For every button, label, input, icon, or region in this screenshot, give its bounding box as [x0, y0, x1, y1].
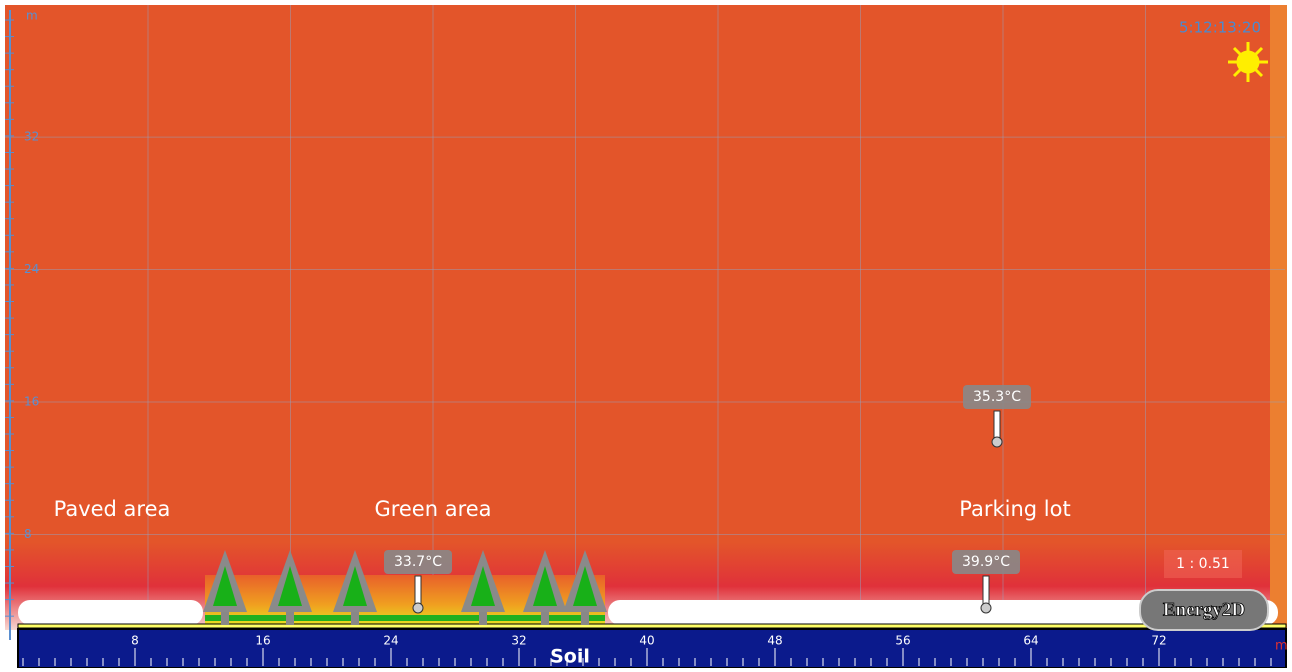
region-label: Paved area — [54, 497, 171, 521]
logo: Energy2D — [1163, 599, 1245, 620]
parking-surface — [608, 600, 1278, 625]
y-tick-label: 32 — [24, 130, 39, 144]
tree-trunk — [541, 608, 549, 625]
sun-icon — [1228, 42, 1268, 82]
thermometer — [414, 575, 422, 605]
tree-crown — [343, 566, 367, 606]
y-unit: m — [26, 9, 38, 23]
y-tick-label: 16 — [24, 395, 39, 409]
region-label: Parking lot — [959, 497, 1070, 521]
x-tick-label: 72 — [1151, 634, 1166, 648]
x-tick-label: 64 — [1023, 634, 1038, 648]
thermometer-bulb — [980, 602, 992, 614]
soil-label: Soil — [550, 646, 590, 668]
tree-crown — [573, 566, 597, 606]
x-tick-label: 56 — [895, 634, 910, 648]
thermometer — [993, 410, 1001, 439]
grid — [5, 5, 1285, 625]
tree-crown — [533, 566, 557, 606]
edge — [1270, 5, 1287, 630]
thermometer-bulb — [991, 436, 1003, 448]
tree-trunk — [351, 608, 359, 625]
tree-trunk — [221, 608, 229, 625]
logo-badge — [1139, 589, 1269, 631]
scale-box — [1164, 550, 1242, 578]
grass — [205, 615, 605, 621]
tree-trunk — [286, 608, 294, 625]
thermometer — [982, 575, 990, 605]
tree-trunk — [479, 608, 487, 625]
x-tick-label: 16 — [255, 634, 270, 648]
sensor-reading: 33.7°C — [394, 554, 442, 570]
trees — [203, 550, 607, 625]
tree-crown — [213, 566, 237, 606]
tree-trunk — [581, 608, 589, 625]
region-label: Green area — [374, 497, 491, 521]
tree-crown — [471, 566, 495, 606]
sensor-reading: 35.3°C — [973, 389, 1021, 405]
tree-crown — [278, 566, 302, 606]
y-axis: 32 24 16 8 — [5, 10, 39, 640]
sensor-reading: 39.9°C — [962, 554, 1010, 570]
paved-surface — [18, 600, 203, 625]
x-unit: m — [1275, 639, 1288, 654]
ground-line — [17, 623, 1287, 629]
x-tick-label: 32 — [511, 634, 526, 648]
sensor-tag — [952, 550, 1020, 574]
scale-label: 1 : 0.51 — [1176, 556, 1230, 572]
x-tick-label: 8 — [131, 634, 139, 648]
temperature-field — [5, 5, 1287, 630]
ruler: 8 16 24 32 40 48 56 64 72 — [22, 634, 1272, 666]
y-tick-label: 24 — [24, 262, 39, 276]
thermometer-bulb — [412, 602, 424, 614]
x-tick-label: 48 — [767, 634, 782, 648]
sensor-tag — [384, 550, 452, 574]
sensor-tag — [963, 385, 1031, 409]
x-tick-label: 24 — [383, 634, 398, 648]
clock: 5:12:13:20 — [1179, 19, 1261, 37]
sensors: 33.7°C 35.3°C 39.9°C — [384, 385, 1031, 614]
y-tick-label: 8 — [24, 527, 32, 541]
x-tick-label: 40 — [639, 634, 654, 648]
